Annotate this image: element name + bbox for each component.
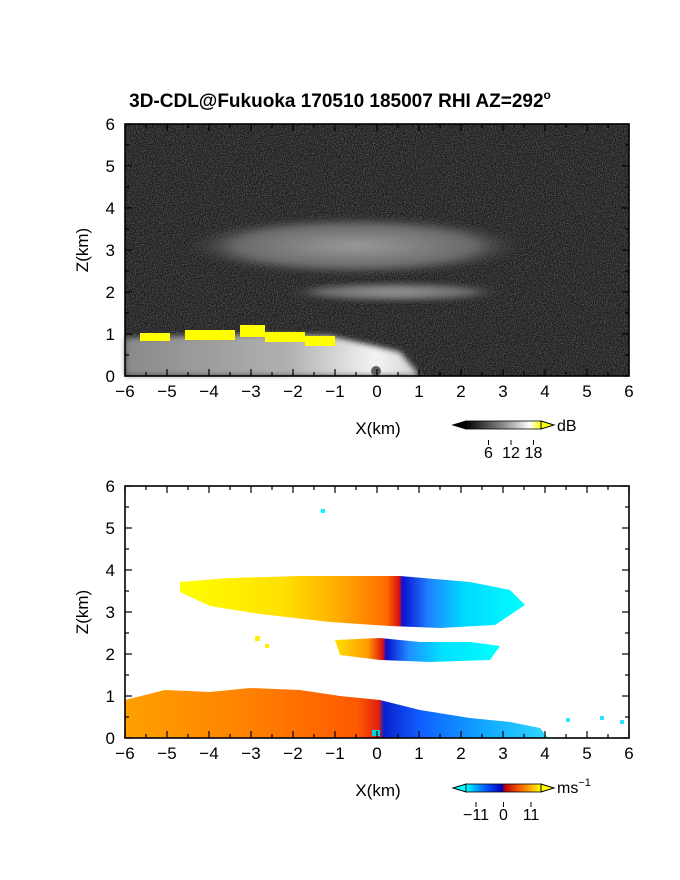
x-tick-label: −5 xyxy=(157,744,176,763)
x-tick-label: 2 xyxy=(456,382,465,401)
y-tick-label: 3 xyxy=(106,603,115,622)
x-tick-label: 0 xyxy=(372,744,381,763)
y-tick-label: 1 xyxy=(106,687,115,706)
colorbar-lower-arrow xyxy=(451,783,467,793)
x-tick-label: −2 xyxy=(283,382,302,401)
colorbar-tick-label: 0 xyxy=(499,807,508,824)
x-tick-label: 1 xyxy=(414,744,423,763)
x-tick-label: −4 xyxy=(199,382,218,401)
x-tick-label: 1 xyxy=(414,382,423,401)
colorbar-tick-label: 12 xyxy=(502,445,520,462)
colorbar-tick-label: 6 xyxy=(484,445,493,462)
y-tick-label: 0 xyxy=(106,367,115,386)
backscatter-colorbar: dB 6 12 18 xyxy=(451,418,577,462)
y-tick-label: 5 xyxy=(106,157,115,176)
velocity-panel: −6 −5 −4 −3 −2 −1 0 1 2 3 4 5 6 0 1 2 3 4 5 6 X(km) Z(km) m… xyxy=(73,477,634,824)
lidar-site-echo xyxy=(371,366,381,376)
x-tick-label: 5 xyxy=(582,382,591,401)
colorbar-gradient xyxy=(465,783,542,793)
y-tick-label: 2 xyxy=(106,283,115,302)
x-tick-label: −1 xyxy=(325,382,344,401)
y-tick-label: 5 xyxy=(106,519,115,538)
y-tick-label: 3 xyxy=(106,241,115,260)
x-tick-label: 0 xyxy=(372,382,381,401)
x-tick-label: 6 xyxy=(624,382,633,401)
velocity-x-axis-label: X(km) xyxy=(355,781,400,800)
colorbar-unit: dB xyxy=(557,418,577,435)
figure-title: 3D-CDL@Fukuoka 170510 185007 RHI AZ=292o xyxy=(129,88,551,112)
colorbar-lower-arrow xyxy=(451,420,467,430)
colorbar-tick-label: 11 xyxy=(523,807,540,824)
backscatter-x-axis-label: X(km) xyxy=(355,419,400,438)
lower-cloud-velocity xyxy=(335,638,500,662)
y-tick-label: 0 xyxy=(106,729,115,748)
x-tick-label: 3 xyxy=(498,382,507,401)
upper-cloud-layer-echo xyxy=(185,216,525,276)
velocity-colorbar: ms−1 −11 0 11 xyxy=(451,777,591,824)
colorbar-upper-arrow xyxy=(540,783,556,793)
x-tick-label: −6 xyxy=(115,382,134,401)
colorbar-tick-label: 18 xyxy=(525,445,543,462)
x-tick-label: −3 xyxy=(241,382,260,401)
x-tick-label: −6 xyxy=(115,744,134,763)
x-tick-label: 5 xyxy=(582,744,591,763)
x-tick-label: −2 xyxy=(283,744,302,763)
x-tick-label: −3 xyxy=(241,744,260,763)
backscatter-axes: −6 −5 −4 −3 −2 −1 0 1 2 3 4 5 6 0 1 2 3 4 5 6 xyxy=(106,115,634,401)
velocity-scattered-points xyxy=(255,509,624,736)
colorbar-tick-label: −11 xyxy=(463,807,489,824)
x-tick-label: −5 xyxy=(157,382,176,401)
boundary-layer-echo xyxy=(125,334,420,376)
x-tick-label: −1 xyxy=(325,744,344,763)
y-tick-label: 4 xyxy=(106,199,115,218)
x-tick-label: 6 xyxy=(624,744,633,763)
upper-cloud-velocity xyxy=(180,576,525,628)
velocity-y-axis-label: Z(km) xyxy=(73,590,92,634)
boundary-layer-velocity xyxy=(125,688,548,738)
y-tick-label: 4 xyxy=(106,561,115,580)
y-tick-label: 2 xyxy=(106,645,115,664)
x-tick-label: −4 xyxy=(199,744,218,763)
saturated-cloud-base xyxy=(140,325,335,346)
backscatter-y-axis-label: Z(km) xyxy=(73,228,92,272)
x-tick-label: 4 xyxy=(540,744,549,763)
x-tick-label: 4 xyxy=(540,382,549,401)
colorbar-upper-arrow xyxy=(540,420,556,430)
y-tick-label: 6 xyxy=(106,115,115,134)
x-tick-label: 2 xyxy=(456,744,465,763)
colorbar-unit: ms−1 xyxy=(557,777,591,797)
colorbar-gradient xyxy=(465,420,542,430)
y-tick-label: 1 xyxy=(106,325,115,344)
lower-cloud-layer-echo xyxy=(285,282,505,302)
velocity-axes: −6 −5 −4 −3 −2 −1 0 1 2 3 4 5 6 0 1 2 3 4 5 6 xyxy=(106,477,634,763)
x-tick-label: 3 xyxy=(498,744,507,763)
y-tick-label: 6 xyxy=(106,477,115,496)
